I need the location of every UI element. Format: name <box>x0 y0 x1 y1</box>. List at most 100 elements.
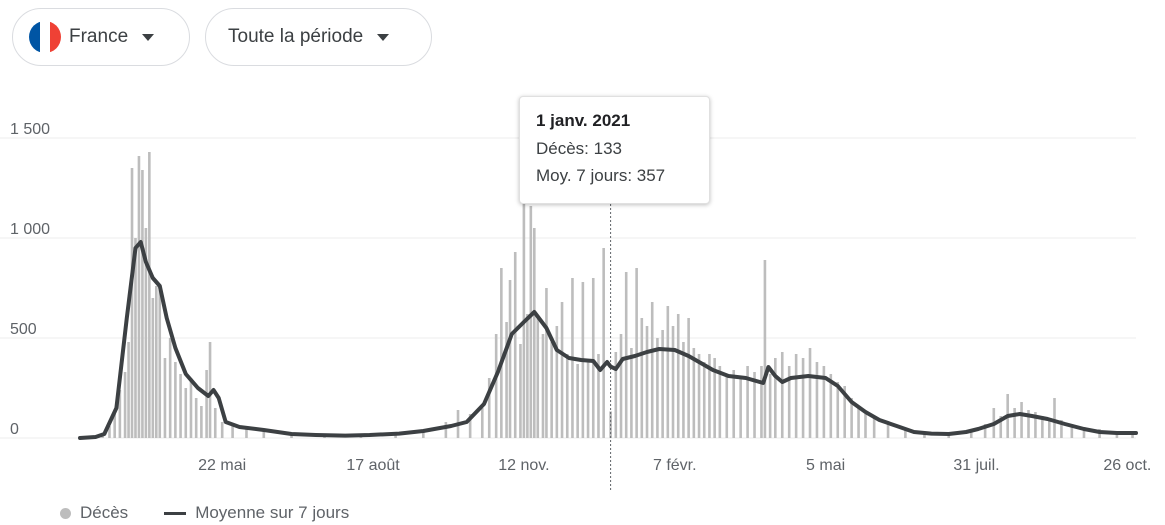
death-bar <box>656 338 659 438</box>
y-tick-label: 500 <box>10 321 37 338</box>
death-bar <box>1027 410 1030 438</box>
death-bar <box>513 252 517 438</box>
death-bar <box>872 418 876 438</box>
death-bar <box>179 374 182 438</box>
death-bar <box>1082 427 1086 438</box>
y-axis-ticks: 0 500 1 000 1 500 <box>10 121 50 438</box>
death-bar <box>760 366 763 438</box>
caret-down-icon <box>377 33 390 41</box>
death-bar <box>158 288 162 438</box>
death-bar <box>494 334 498 438</box>
death-bar <box>526 314 529 438</box>
death-bar <box>519 344 522 438</box>
death-bar <box>983 424 987 438</box>
x-tick-label: 7 févr. <box>653 457 697 474</box>
death-bar <box>999 416 1003 438</box>
death-bar <box>550 342 553 438</box>
death-bar <box>205 370 208 438</box>
france-flag-icon <box>29 21 61 53</box>
death-bar <box>168 338 172 438</box>
seven-day-average-line <box>78 240 1138 440</box>
flag-band-blue <box>29 21 40 53</box>
death-bar <box>555 326 559 438</box>
death-bar <box>163 358 167 438</box>
death-bar <box>184 388 188 438</box>
x-tick-label: 26 oct. <box>1103 457 1151 474</box>
x-tick-label: 31 juil. <box>953 457 999 474</box>
tooltip-average: Moy. 7 jours: 357 <box>536 166 666 185</box>
legend-bars-label: Décès <box>80 503 129 522</box>
death-bar <box>262 430 266 438</box>
death-bar <box>739 376 742 438</box>
death-bar <box>1060 420 1063 438</box>
death-bar <box>597 354 600 438</box>
death-bar <box>444 422 448 438</box>
death-bar <box>969 430 973 438</box>
death-bar <box>1070 424 1074 438</box>
death-bar <box>576 364 579 438</box>
y-tick-label: 1 500 <box>10 121 50 138</box>
death-bar <box>141 170 144 438</box>
death-bar <box>505 322 508 438</box>
death-bar <box>213 408 217 438</box>
death-bar <box>533 228 536 438</box>
death-bar <box>624 272 628 438</box>
death-bar <box>200 406 203 438</box>
x-tick-label: 22 mai <box>198 457 246 474</box>
death-bar <box>650 302 654 438</box>
death-bar <box>151 298 155 438</box>
caret-down-icon <box>142 33 155 41</box>
legend-bar-swatch <box>60 507 71 519</box>
death-bar <box>713 358 716 438</box>
death-bar <box>702 362 706 438</box>
chart-legend: Décès Moyenne sur 7 jours <box>60 503 349 523</box>
death-bar <box>645 326 649 438</box>
death-bar <box>134 238 137 438</box>
death-bar <box>529 206 533 438</box>
death-bar <box>815 362 819 438</box>
death-bar <box>850 398 853 438</box>
x-tick-label: 12 nov. <box>498 457 549 474</box>
country-dropdown[interactable]: France <box>12 8 190 66</box>
death-bar <box>118 390 122 438</box>
death-bar <box>208 342 212 438</box>
death-bar <box>635 268 638 438</box>
death-bar <box>144 228 148 438</box>
death-bar <box>522 194 526 438</box>
death-bar <box>1053 398 1056 438</box>
death-bar <box>708 354 711 438</box>
grid-lines <box>0 137 1136 439</box>
death-bar <box>843 386 846 438</box>
death-bar <box>746 366 749 438</box>
death-bar <box>113 414 116 438</box>
death-bar <box>1020 402 1023 438</box>
death-bar <box>780 352 784 438</box>
country-label: France <box>69 26 129 47</box>
death-bar <box>640 318 644 438</box>
death-bar <box>619 334 623 438</box>
death-bar <box>822 366 826 438</box>
death-bar <box>614 352 618 438</box>
death-bar <box>886 424 890 438</box>
period-dropdown[interactable]: Toute la période <box>205 8 432 66</box>
death-bar <box>725 374 729 438</box>
death-bar <box>666 306 670 438</box>
y-tick-label: 0 <box>10 421 19 438</box>
death-bar <box>536 318 540 438</box>
x-tick-label: 17 août <box>346 457 400 474</box>
death-bar <box>500 268 503 438</box>
x-axis-ticks: 22 mai 17 août 12 nov. 7 févr. 5 mai 31 juil.… <box>198 457 1151 474</box>
death-bar <box>787 366 791 438</box>
death-bar <box>682 342 685 438</box>
death-bar <box>422 430 425 438</box>
legend-line-label: Moyenne sur 7 jours <box>195 503 350 522</box>
death-bar <box>947 434 951 438</box>
death-bar <box>697 354 701 438</box>
death-bar <box>1048 418 1051 438</box>
death-bar <box>676 314 680 438</box>
death-bar <box>753 372 756 438</box>
data-tooltip: 1 janv. 2021 Décès: 133 Moy. 7 jours: 35… <box>519 96 710 204</box>
death-bar <box>687 318 690 438</box>
death-bar <box>732 370 736 438</box>
